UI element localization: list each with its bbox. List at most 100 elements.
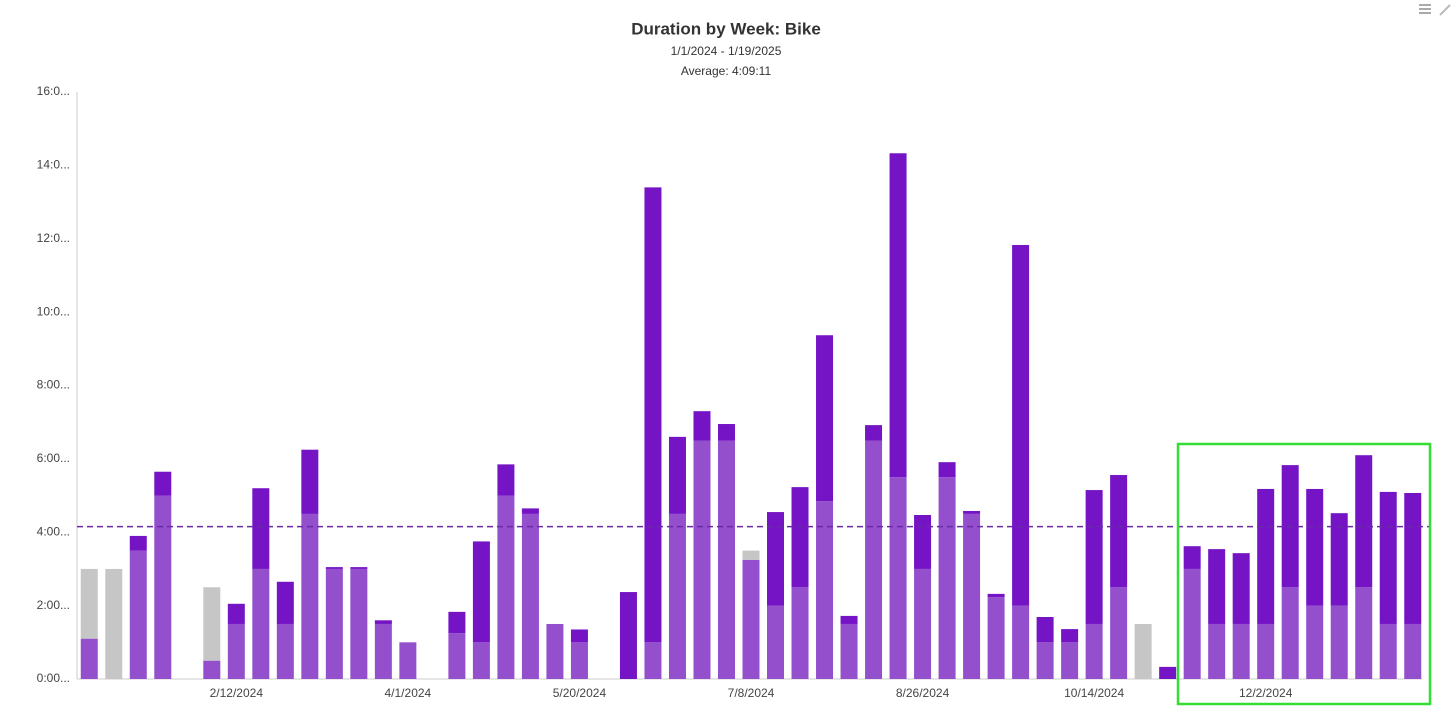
bar-segment xyxy=(497,464,515,496)
bar-segment xyxy=(767,605,785,679)
y-tick-label: 8:00... xyxy=(37,378,70,392)
bar-segment xyxy=(693,440,711,679)
highlight-box xyxy=(1176,442,1432,706)
bar-segment xyxy=(1183,568,1201,679)
x-tick-label: 10/14/2024 xyxy=(1064,686,1124,700)
bar-segment xyxy=(1306,488,1324,606)
bar-segment xyxy=(1208,623,1226,679)
bar-segment xyxy=(1085,623,1103,679)
bar-segment xyxy=(1110,587,1128,679)
bar-segment xyxy=(816,501,834,679)
y-tick-label: 12:0... xyxy=(37,231,70,245)
bar-segment xyxy=(644,187,662,643)
menu-icon[interactable] xyxy=(1419,4,1431,14)
chart-title: Duration by Week: Bike xyxy=(631,19,821,38)
bar-segment xyxy=(448,611,466,634)
menu-icon-bar xyxy=(1419,8,1431,10)
bar-segment xyxy=(570,642,588,679)
bar-segment xyxy=(1110,475,1128,588)
bar-segment xyxy=(203,660,221,679)
bar-segment xyxy=(301,449,319,514)
bar-segment xyxy=(350,568,368,679)
y-tick-label: 0:00... xyxy=(37,671,70,685)
bar-segment xyxy=(1379,623,1397,679)
bar-segment xyxy=(227,603,245,624)
bar-segment xyxy=(1134,623,1152,679)
x-tick-label: 12/2/2024 xyxy=(1239,686,1293,700)
bar-segment xyxy=(1355,587,1373,679)
bar-segment xyxy=(374,623,392,679)
bar-segment xyxy=(374,620,392,624)
bar-segment xyxy=(693,411,711,441)
bar-segment xyxy=(546,623,564,679)
bar-segment xyxy=(840,615,858,624)
x-tick-label: 8/26/2024 xyxy=(896,686,950,700)
bar-segment xyxy=(1232,553,1250,624)
bar-segment xyxy=(1306,605,1324,679)
bar-segment xyxy=(889,477,907,679)
bar-segment xyxy=(914,515,932,569)
bar-segment xyxy=(129,535,147,551)
x-tick-label: 4/1/2024 xyxy=(385,686,432,700)
bar-segment xyxy=(1257,488,1275,624)
y-tick-label: 6:00... xyxy=(37,451,70,465)
bar-segment xyxy=(105,568,123,679)
bar-segment xyxy=(791,487,809,588)
bar-segment xyxy=(1012,605,1030,679)
bar-segment xyxy=(252,568,270,679)
bar-segment xyxy=(1330,513,1348,606)
bar-segment xyxy=(938,477,956,679)
bar-segment xyxy=(1012,244,1030,606)
bar-segment xyxy=(1257,623,1275,679)
bar-segment xyxy=(791,587,809,679)
bar-segment xyxy=(1036,616,1054,643)
menu-icon-bar xyxy=(1419,12,1431,14)
expand-icon-line xyxy=(1439,4,1451,16)
bar-segment xyxy=(252,488,270,569)
bar-segment xyxy=(1379,491,1397,624)
bar-segment xyxy=(497,495,515,679)
menu-icon-bar xyxy=(1419,4,1431,6)
bar-segment xyxy=(938,462,956,478)
bar-segment xyxy=(717,440,735,679)
bar-segment xyxy=(963,513,981,679)
bar-segment xyxy=(521,508,539,514)
expand-icon[interactable] xyxy=(1439,4,1451,16)
bar-segment xyxy=(1232,623,1250,679)
bar-segment xyxy=(865,440,883,679)
bar-segment xyxy=(767,512,785,606)
bar-segment xyxy=(203,587,221,661)
average-label: Average: 4:09:11 xyxy=(681,64,772,78)
bar-segment xyxy=(521,513,539,679)
bar-segment xyxy=(472,541,490,643)
bar-segment xyxy=(276,623,294,679)
bar-segment xyxy=(472,642,490,679)
bar-segment xyxy=(914,568,932,679)
x-tick-label: 5/20/2024 xyxy=(553,686,607,700)
bar-segment xyxy=(325,568,343,679)
bar-segment xyxy=(80,568,98,639)
bar-segment xyxy=(276,581,294,624)
bar-segment xyxy=(865,425,883,441)
bar-segment xyxy=(1281,587,1299,679)
bar-segment xyxy=(668,513,686,679)
bar-segment xyxy=(840,623,858,679)
bar-segment xyxy=(129,550,147,679)
bar-segment xyxy=(80,638,98,679)
bar-segment xyxy=(448,633,466,679)
bar-segment xyxy=(987,593,1005,598)
bar-segment xyxy=(816,335,834,502)
bar-segment xyxy=(1036,642,1054,679)
y-tick-label: 14:0... xyxy=(37,158,70,172)
bar-segment xyxy=(717,424,735,441)
bar-segment xyxy=(399,642,417,679)
bar-segment xyxy=(227,623,245,679)
bar-segment xyxy=(963,510,981,514)
bar-segment xyxy=(570,629,588,643)
bar-segment xyxy=(1404,492,1422,624)
bar-segment xyxy=(742,559,760,679)
bar-segment xyxy=(350,567,368,569)
bar-segment xyxy=(668,436,686,514)
y-tick-label: 4:00... xyxy=(37,524,70,538)
